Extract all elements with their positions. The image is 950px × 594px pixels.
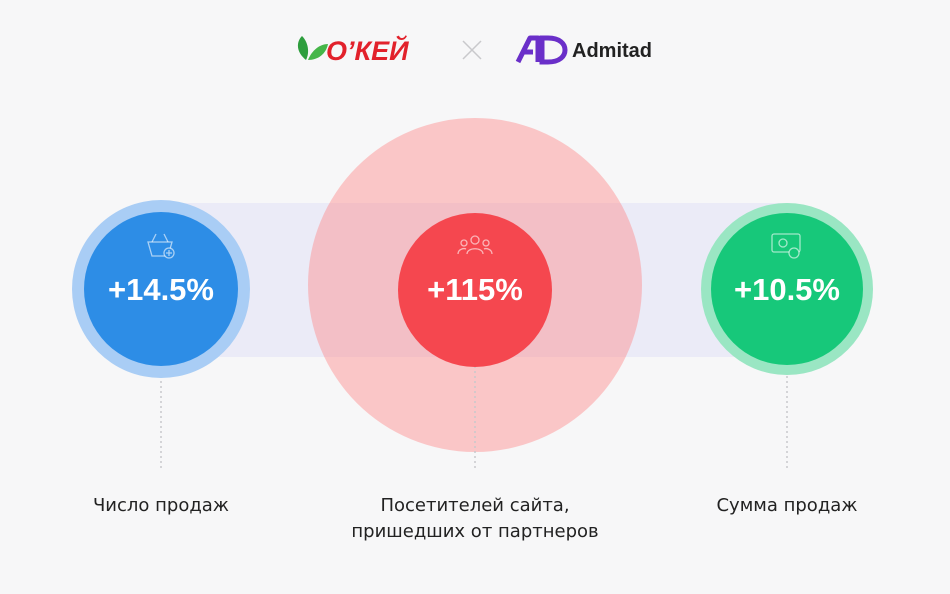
basket-icon bbox=[147, 233, 175, 259]
metric-circle bbox=[398, 213, 552, 367]
metric-value: +10.5% bbox=[734, 272, 840, 307]
metric-label: пришедших от партнеров bbox=[351, 521, 598, 542]
metric-value: +115% bbox=[427, 272, 523, 307]
people-icon bbox=[457, 235, 493, 255]
brand-logo: О’КЕЙ bbox=[297, 34, 409, 66]
partner-name: Admitad bbox=[572, 40, 652, 62]
metric-label: Посетителей сайта, bbox=[380, 495, 569, 516]
metric-circle bbox=[711, 213, 863, 365]
metric-label: Сумма продаж bbox=[716, 495, 857, 516]
partner-logo: Admitad bbox=[515, 35, 652, 65]
metric-value: +14.5% bbox=[108, 272, 214, 307]
brand-name: О’КЕЙ bbox=[326, 34, 409, 66]
cross bbox=[462, 40, 482, 60]
money-icon bbox=[771, 233, 801, 259]
metric-circle bbox=[84, 212, 238, 366]
metric-label: Число продаж bbox=[93, 495, 229, 516]
